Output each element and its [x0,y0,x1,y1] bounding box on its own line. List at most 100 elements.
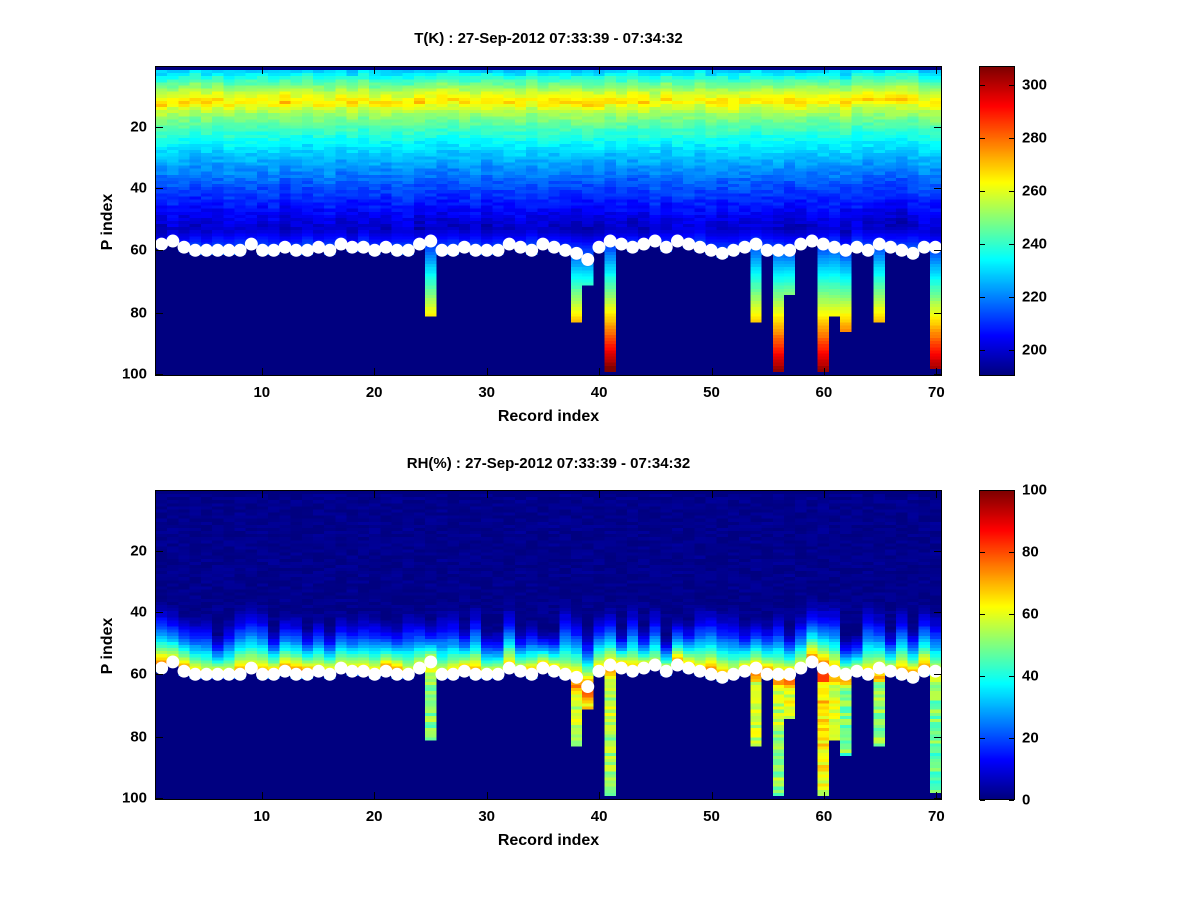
x-tick-label: 60 [815,808,833,825]
humidity-colorbar[interactable] [979,490,1015,800]
y-tick-mark [156,188,163,190]
x-tick-mark [486,67,488,74]
y-tick-mark [156,126,163,128]
colorbar-tick-label: 200 [1022,341,1048,358]
temperature-colorbar-gradient [980,67,1014,375]
x-tick-mark [711,792,713,799]
colorbar-tick-mark [1009,243,1014,245]
colorbar-tick-mark [1009,738,1014,739]
x-tick-label: 30 [478,384,496,401]
colorbar-tick-mark [1009,614,1014,615]
y-tick-mark [156,674,163,676]
y-tick-mark [934,612,941,614]
humidity-heatmap-image [156,491,941,799]
y-tick-label: 80 [130,304,147,321]
y-tick-mark [156,550,163,552]
x-tick-mark [374,368,376,375]
x-tick-mark [936,792,938,799]
x-tick-label: 50 [703,808,720,825]
x-tick-label: 70 [928,808,945,825]
colorbar-tick-mark [1009,84,1014,86]
y-tick-mark [156,736,163,738]
y-tick-mark [934,312,941,314]
x-tick-mark [599,368,601,375]
y-tick-mark [934,674,941,676]
y-tick-mark [934,798,941,800]
x-tick-mark [711,368,713,375]
colorbar-tick-label: 240 [1022,235,1048,252]
y-tick-mark [934,126,941,128]
x-tick-mark [261,491,263,498]
y-tick-label: 100 [121,789,147,807]
temperature-colorbar[interactable] [979,66,1015,376]
y-tick-mark [934,550,941,552]
colorbar-tick-label: 40 [1022,667,1039,685]
x-tick-label: 40 [590,808,608,825]
colorbar-tick-label: 20 [1022,729,1039,747]
y-tick-mark [934,188,941,190]
colorbar-tick-mark [980,490,985,491]
x-tick-label: 20 [365,384,383,401]
y-tick-mark [156,374,163,376]
x-tick-mark [374,491,376,498]
x-tick-mark [486,368,488,375]
colorbar-tick-mark [1009,800,1014,801]
colorbar-tick-mark [1009,676,1014,677]
humidity-xlabel: Record index [497,832,600,849]
y-tick-mark [156,250,163,252]
humidity-ylabel: P index [99,617,116,675]
y-tick-label: 40 [130,179,147,197]
x-tick-mark [823,792,825,799]
x-tick-mark [599,67,601,74]
temperature-panel-title: T(K) : 27-Sep-2012 07:33:39 - 07:34:32 [414,30,683,47]
colorbar-tick-label: 100 [1022,481,1048,499]
x-tick-label: 70 [928,384,945,401]
x-tick-label: 20 [365,808,383,825]
y-tick-label: 100 [121,365,147,383]
colorbar-tick-mark [1009,190,1014,192]
humidity-panel: RH(%) : 27-Sep-2012 07:33:39 - 07:34:32 … [0,440,1200,900]
x-tick-mark [261,368,263,375]
y-tick-label: 20 [130,542,147,559]
colorbar-tick-label: 80 [1022,543,1039,561]
x-tick-mark [261,67,263,74]
humidity-heatmap-axes[interactable] [155,490,942,800]
x-tick-mark [823,491,825,498]
y-tick-label: 40 [130,603,147,621]
x-tick-mark [486,491,488,498]
x-tick-mark [711,491,713,498]
colorbar-tick-label: 280 [1022,129,1048,146]
x-tick-mark [936,491,938,498]
y-tick-label: 60 [130,241,147,259]
x-tick-label: 30 [478,808,496,825]
x-tick-mark [261,792,263,799]
x-tick-mark [599,792,601,799]
colorbar-tick-mark [980,296,985,298]
colorbar-tick-label: 0 [1022,791,1031,809]
colorbar-tick-mark [980,349,985,351]
colorbar-tick-mark [980,800,985,801]
colorbar-tick-mark [1009,490,1014,491]
y-tick-mark [156,612,163,614]
colorbar-tick-mark [980,190,985,192]
x-tick-mark [711,67,713,74]
colorbar-tick-mark [1009,349,1014,351]
colorbar-tick-mark [980,243,985,245]
colorbar-tick-label: 300 [1022,76,1048,93]
y-tick-label: 60 [130,665,147,683]
x-tick-mark [374,67,376,74]
x-tick-label: 10 [253,384,271,401]
temperature-heatmap-image [156,67,941,375]
x-tick-mark [936,67,938,74]
temperature-heatmap-axes[interactable] [155,66,942,376]
y-tick-mark [934,374,941,376]
colorbar-tick-label: 220 [1022,288,1048,305]
colorbar-tick-label: 260 [1022,182,1048,199]
x-tick-mark [936,368,938,375]
x-tick-mark [599,491,601,498]
colorbar-tick-mark [1009,296,1014,298]
colorbar-tick-mark [1009,137,1014,139]
humidity-panel-title: RH(%) : 27-Sep-2012 07:33:39 - 07:34:32 [406,455,691,472]
y-tick-mark [934,736,941,738]
